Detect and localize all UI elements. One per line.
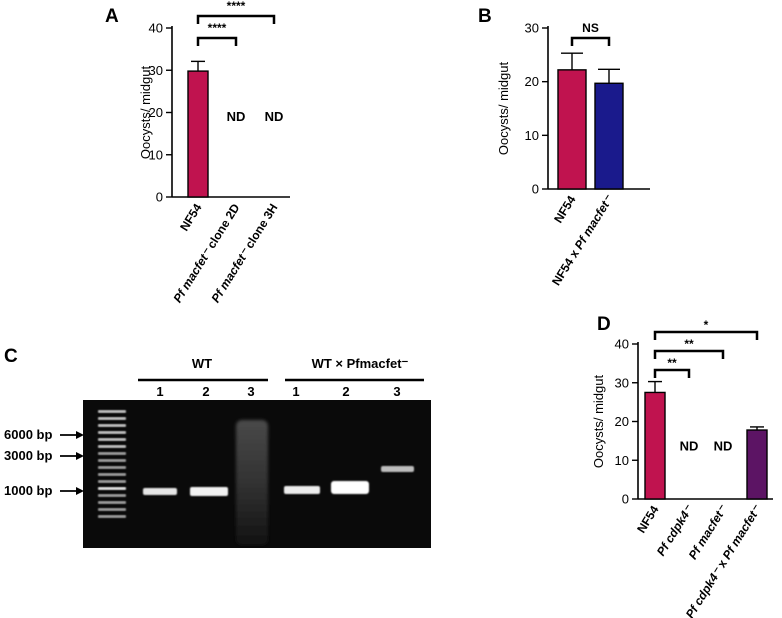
y-tick-label-d: 10 xyxy=(615,453,629,468)
nd-label-d-2: ND xyxy=(714,439,733,454)
gel-ladder-band xyxy=(98,431,126,434)
gel-ladder-band xyxy=(98,459,126,462)
y-tick-label-d: 20 xyxy=(615,414,629,429)
gel-group-label-wt: WT xyxy=(192,356,212,371)
significance-label-d-2: * xyxy=(704,318,709,332)
y-tick-label-d: 40 xyxy=(615,337,629,352)
y-tick-label-d: 0 xyxy=(622,492,629,507)
gel-lane-label-wt-2: 2 xyxy=(202,384,209,399)
y-tick-label-a: 10 xyxy=(149,147,163,162)
y-tick-label-b: 20 xyxy=(525,74,539,89)
gel-marker-3000: 3000 bp xyxy=(4,448,52,463)
bar-b-0 xyxy=(557,69,587,190)
gel-band-cross-2 xyxy=(331,481,369,494)
gel-ladder-band xyxy=(98,473,126,476)
gel-ladder-band xyxy=(98,452,126,455)
gel-band-wt-2 xyxy=(190,487,228,496)
gel-band-cross-1 xyxy=(284,486,320,494)
bar-b-1 xyxy=(594,82,624,190)
significance-bracket-d-0 xyxy=(653,368,691,378)
gel-ladder-band xyxy=(98,508,126,511)
significance-label-b-0: NS xyxy=(582,21,599,35)
significance-bracket-a-0 xyxy=(196,36,238,46)
gel-band-wt-1 xyxy=(143,488,177,495)
significance-bracket-d-1 xyxy=(653,349,725,359)
bar-a-0 xyxy=(187,70,209,198)
bar-d-0 xyxy=(644,391,666,500)
x-tick-label-a-2: Pf macfet⁻ clone 3H xyxy=(208,201,280,305)
bar-d-3 xyxy=(746,429,768,500)
gel-marker-1000: 1000 bp xyxy=(4,483,52,498)
panel-label-b: B xyxy=(478,6,492,27)
x-tick-label-a-1: Pf macfet⁻ clone 2D xyxy=(170,201,242,305)
arrowhead-icon xyxy=(76,452,84,460)
chart-a: 0 10 20 30 40 Oocysts/ midgut NF54 ND Pf macfet⁻… xyxy=(138,0,290,305)
significance-label-d-0: ** xyxy=(667,356,677,370)
panel-label-c: C xyxy=(4,346,18,367)
y-tick-label-a: 40 xyxy=(149,21,163,36)
gel-panel: WT WT × Pfmacfet⁻ 1 2 3 1 2 3 6000 bp xyxy=(4,356,431,548)
nd-label-a-2: ND xyxy=(265,109,284,124)
gel-ladder-band xyxy=(98,417,126,420)
nd-label-a-1: ND xyxy=(227,109,246,124)
gel-ladder-band xyxy=(98,410,126,413)
gel-ladder-band xyxy=(98,487,126,490)
x-tick-label-b-0: NF54 xyxy=(551,193,579,226)
y-axis-label-b: Oocysts/ midgut xyxy=(496,62,511,156)
gel-smear-wt-3 xyxy=(236,420,268,545)
x-tick-label-a-0: NF54 xyxy=(177,201,205,234)
nd-label-d-1: ND xyxy=(680,439,699,454)
y-axis-label-a: Oocysts/ midgut xyxy=(138,66,153,160)
significance-label-a-0: **** xyxy=(208,21,227,35)
gel-ladder xyxy=(98,410,126,518)
gel-ladder-band xyxy=(98,424,126,427)
gel-band-cross-3 xyxy=(381,466,414,472)
significance-bracket-b-0 xyxy=(570,36,611,46)
y-axis-label-d: Oocysts/ midgut xyxy=(591,375,606,469)
y-tick-label-b: 10 xyxy=(525,128,539,143)
gel-ladder-band xyxy=(98,480,126,483)
gel-ladder-band xyxy=(98,438,126,441)
gel-ladder-band xyxy=(98,466,126,469)
significance-label-a-1: **** xyxy=(227,0,246,13)
y-tick-label-b: 30 xyxy=(525,21,539,36)
y-tick-label-d: 30 xyxy=(615,375,629,390)
gel-ladder-band xyxy=(98,494,126,497)
arrowhead-icon xyxy=(76,431,84,439)
significance-bracket-a-1 xyxy=(196,14,276,24)
significance-bracket-d-2 xyxy=(653,330,759,340)
gel-group-label-cross: WT × Pfmacfet⁻ xyxy=(312,356,409,371)
significance-label-d-1: ** xyxy=(684,337,694,351)
y-tick-label-a: 30 xyxy=(149,63,163,78)
gel-lane-label-wt-3: 3 xyxy=(247,384,254,399)
y-tick-label-a: 20 xyxy=(149,105,163,120)
gel-lane-label-cross-2: 2 xyxy=(342,384,349,399)
y-tick-label-b: 0 xyxy=(532,182,539,197)
panel-label-a: A xyxy=(105,6,119,27)
gel-ladder-band xyxy=(98,515,126,518)
gel-lane-label-cross-3: 3 xyxy=(393,384,400,399)
y-tick-label-a: 0 xyxy=(156,190,163,205)
gel-lane-label-cross-1: 1 xyxy=(292,384,299,399)
gel-lane-label-wt-1: 1 xyxy=(156,384,163,399)
gel-marker-6000: 6000 bp xyxy=(4,427,52,442)
gel-ladder-band xyxy=(98,501,126,504)
gel-ladder-band xyxy=(98,445,126,448)
panel-label-d: D xyxy=(597,314,611,335)
arrowhead-icon xyxy=(76,487,84,495)
x-tick-label-d-0: NF54 xyxy=(634,503,662,536)
